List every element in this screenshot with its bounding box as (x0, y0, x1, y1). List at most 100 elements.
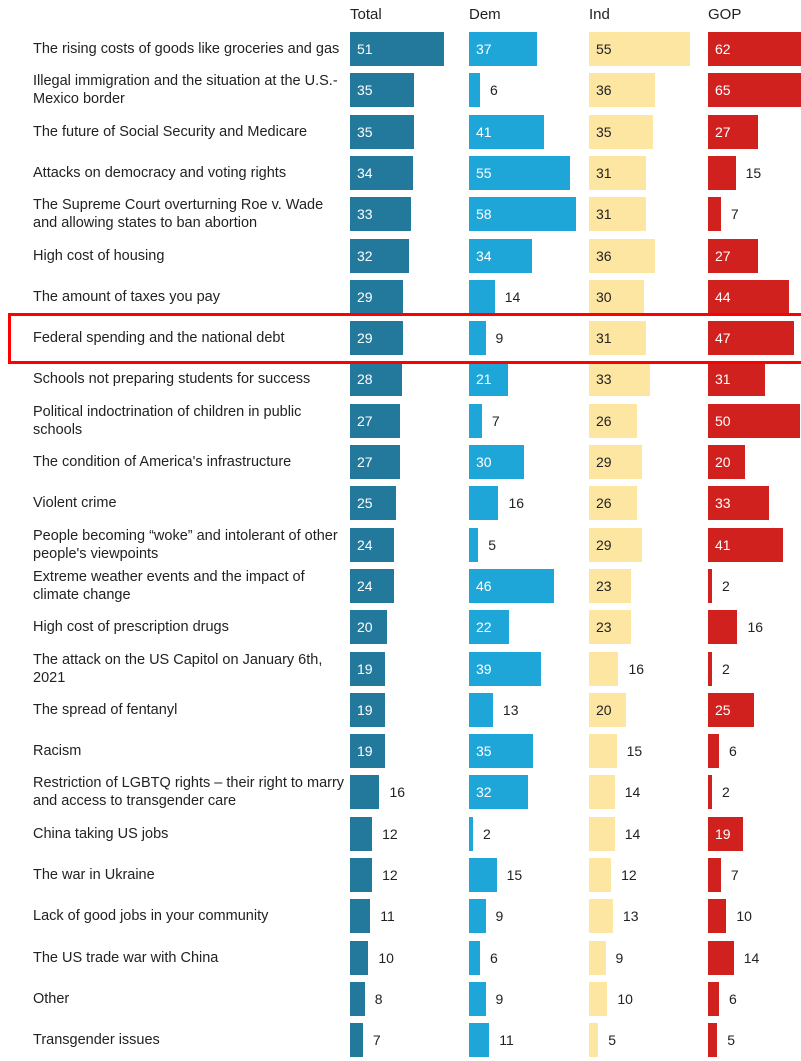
bar-total (350, 197, 411, 232)
row-label: Other (33, 990, 70, 1007)
bar-dem (469, 238, 532, 273)
value-label-dem: 6 (490, 82, 498, 99)
value-label-ind: 26 (596, 495, 612, 512)
bar-total (350, 610, 387, 645)
row-label: The US trade war with China (33, 949, 219, 966)
bar-ind (589, 775, 615, 810)
bar-dem (469, 445, 525, 479)
row-label: The war in Ukraine (33, 867, 155, 883)
value-label-ind: 14 (624, 784, 641, 801)
value-label-total: 34 (357, 164, 373, 181)
value-label-gop: 6 (729, 743, 737, 760)
bar-gop (708, 403, 800, 438)
value-label-total: 20 (357, 619, 373, 636)
bar-total (350, 1023, 363, 1058)
value-label-total: 7 (372, 1032, 381, 1049)
value-label-gop: 62 (715, 41, 731, 57)
value-label-gop: 33 (715, 495, 731, 512)
value-label-ind: 30 (596, 288, 612, 305)
bar-ind (589, 32, 691, 66)
bar-total (350, 362, 402, 397)
value-label-dem: 14 (504, 288, 521, 305)
value-label-ind: 10 (617, 990, 633, 1007)
value-label-ind: 5 (608, 1032, 616, 1049)
value-label-total: 35 (357, 123, 373, 140)
bar-dem (469, 775, 528, 810)
value-label-total: 25 (357, 495, 373, 512)
bar-ind (589, 651, 619, 686)
value-label-ind: 29 (596, 454, 612, 470)
value-label-dem: 5 (488, 536, 496, 553)
bar-ind (589, 981, 608, 1016)
value-label-ind: 9 (615, 949, 624, 966)
value-label-ind: 36 (596, 82, 612, 99)
value-label-ind: 29 (596, 536, 612, 553)
value-label-dem: 41 (476, 123, 492, 140)
bar-dem (469, 734, 534, 769)
bar-ind (589, 527, 643, 562)
value-label-dem: 58 (476, 206, 492, 223)
row-label: Transgender issues (33, 1032, 160, 1049)
value-label-dem: 46 (476, 577, 492, 594)
value-label-total: 29 (357, 288, 373, 305)
value-label-dem: 22 (476, 619, 492, 636)
bar-total (350, 858, 373, 892)
row-label: People becoming “woke” and intolerant of… (33, 527, 338, 562)
bar-ind (589, 610, 632, 645)
value-label-ind: 15 (626, 743, 643, 760)
value-label-gop: 2 (722, 784, 730, 801)
value-label-dem: 35 (476, 743, 492, 760)
value-label-total: 19 (357, 743, 373, 760)
bar-total (350, 734, 385, 769)
value-label-dem: 16 (508, 495, 525, 512)
bar-gop (708, 940, 734, 975)
bar-total (350, 238, 409, 273)
bar-gop (708, 238, 758, 273)
bar-ind (589, 1023, 599, 1058)
value-label-total: 27 (357, 412, 373, 429)
value-label-gop: 31 (715, 371, 731, 388)
bar-dem (469, 651, 541, 686)
value-label-dem: 34 (476, 247, 492, 264)
bar-total (350, 981, 365, 1016)
value-label-dem: 15 (506, 867, 523, 883)
row-label: Illegal immigration and the situation at… (33, 73, 338, 108)
bar-dem (469, 486, 499, 521)
bar-ind (589, 238, 656, 273)
bar-total (350, 940, 369, 975)
value-label-ind: 35 (596, 123, 612, 140)
value-label-total: 11 (380, 908, 395, 925)
value-label-total: 33 (357, 206, 373, 223)
bar-gop (708, 651, 712, 686)
value-label-dem: 37 (476, 41, 492, 57)
bar-gop (708, 527, 784, 562)
bar-dem (469, 940, 481, 975)
bar-gop (708, 899, 727, 934)
value-label-total: 12 (382, 867, 398, 883)
value-label-dem: 2 (483, 825, 491, 842)
bar-ind (589, 279, 645, 314)
value-label-ind: 14 (624, 825, 641, 842)
highlight-box (8, 313, 801, 364)
value-label-ind: 33 (596, 371, 612, 388)
bar-dem (469, 981, 486, 1016)
value-label-total: 35 (357, 82, 373, 99)
row-label: High cost of prescription drugs (33, 619, 229, 636)
value-label-total: 24 (357, 536, 373, 553)
value-label-gop: 15 (745, 164, 762, 181)
bar-total (350, 279, 404, 314)
bar-ind (589, 940, 606, 975)
row-label: The spread of fentanyl (33, 701, 178, 718)
row-label: Racism (33, 743, 82, 760)
bar-dem (469, 568, 554, 603)
value-label-dem: 9 (495, 330, 504, 347)
bar-total (350, 114, 415, 149)
bar-total (350, 321, 404, 356)
bar-total (350, 899, 371, 934)
value-label-gop: 50 (715, 412, 731, 429)
bar-total (350, 32, 444, 66)
value-label-ind: 36 (596, 247, 612, 264)
bar-dem (469, 692, 493, 727)
value-label-gop: 20 (715, 454, 731, 470)
